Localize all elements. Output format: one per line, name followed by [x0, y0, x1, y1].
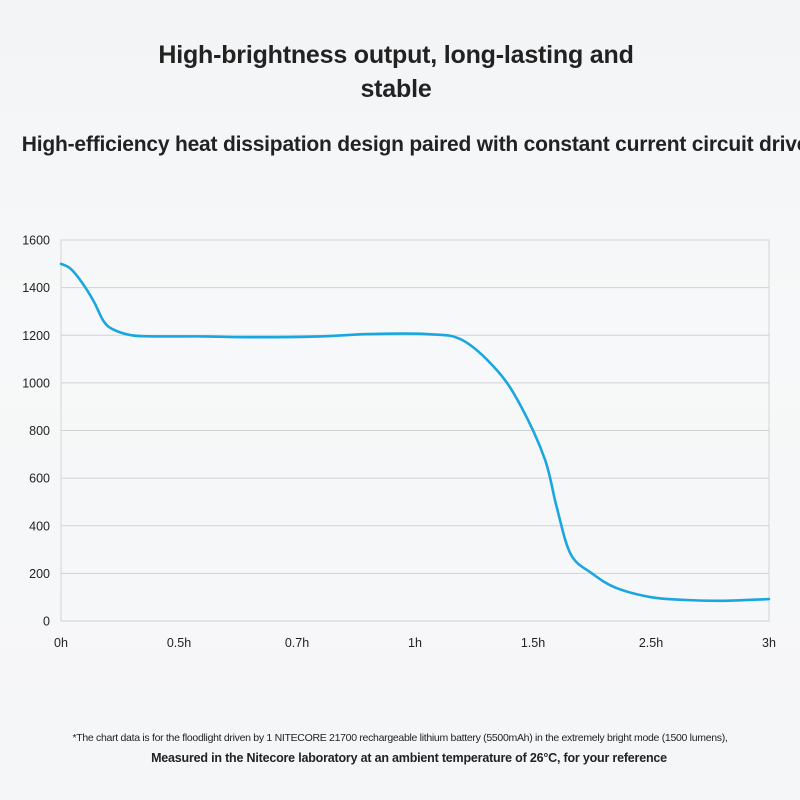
y-tick-label: 1600	[22, 234, 50, 248]
y-tick-label: 600	[29, 472, 50, 486]
y-tick-label: 1400	[22, 281, 50, 295]
x-axis-ticks: 0h 0.5h 0.7h 1h 1.5h 2.5h 3h	[54, 636, 776, 650]
y-tick-label: 400	[29, 519, 50, 533]
footnote-line-2: Measured in the Nitecore laboratory at a…	[151, 751, 667, 765]
chart-grid	[60, 239, 770, 622]
y-tick-label: 1200	[22, 329, 50, 343]
x-tick-label: 0.7h	[285, 636, 309, 650]
y-tick-label: 800	[29, 424, 50, 438]
x-tick-label: 2.5h	[639, 636, 663, 650]
y-tick-label: 200	[29, 567, 50, 581]
page-title: High-brightness output, long-lasting and…	[158, 41, 634, 103]
x-tick-label: 1.5h	[521, 636, 545, 650]
y-axis-ticks: 0 200 400 600 800 1000 1200 1400 1600	[22, 234, 50, 629]
y-tick-label: 0	[43, 615, 50, 629]
x-tick-label: 1h	[408, 636, 422, 650]
y-tick-label: 1000	[22, 376, 50, 390]
page-subtitle: High-efficiency heat dissipation design …	[21, 133, 800, 156]
x-tick-label: 0.5h	[167, 636, 191, 650]
series-line-brightness	[59, 262, 771, 603]
x-tick-label: 0h	[54, 636, 68, 650]
footnote-line-1: *The chart data is for the floodlight dr…	[72, 732, 728, 744]
x-tick-label: 3h	[762, 636, 776, 650]
